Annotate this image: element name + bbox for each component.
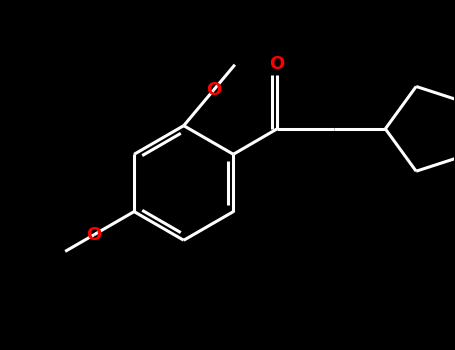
Text: O: O: [86, 226, 102, 244]
Text: O: O: [269, 55, 285, 72]
Text: O: O: [206, 81, 221, 99]
